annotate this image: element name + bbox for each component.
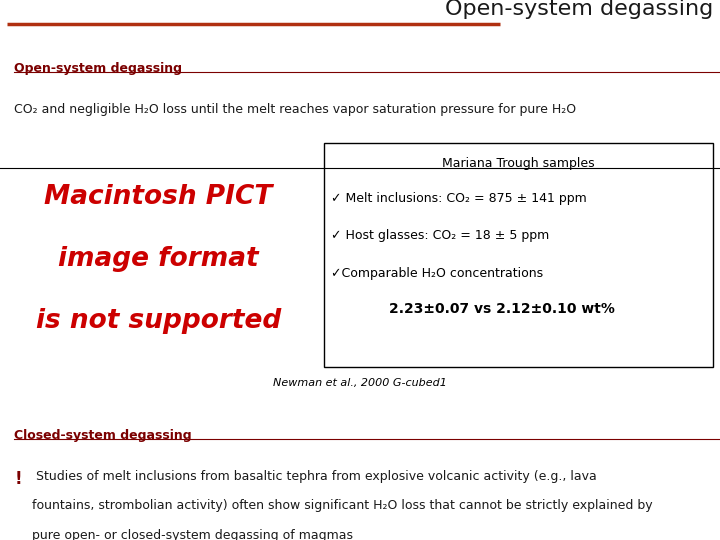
Text: ✓ Host glasses: CO₂ = 18 ± 5 ppm: ✓ Host glasses: CO₂ = 18 ± 5 ppm: [331, 230, 549, 242]
Text: fountains, strombolian activity) often show significant H₂O loss that cannot be : fountains, strombolian activity) often s…: [32, 500, 653, 512]
Text: Open-system degassing: Open-system degassing: [444, 0, 713, 19]
Text: Mariana Trough samples: Mariana Trough samples: [442, 157, 595, 170]
Text: Studies of melt inclusions from basaltic tephra from explosive volcanic activity: Studies of melt inclusions from basaltic…: [32, 470, 597, 483]
Text: Newman et al., 2000 G-cubed1: Newman et al., 2000 G-cubed1: [273, 378, 447, 388]
Text: !: !: [14, 470, 22, 488]
FancyBboxPatch shape: [324, 143, 713, 367]
Text: CO₂ and negligible H₂O loss until the melt reaches vapor saturation pressure for: CO₂ and negligible H₂O loss until the me…: [14, 103, 577, 116]
Text: pure open- or closed-system degassing of magmas: pure open- or closed-system degassing of…: [32, 529, 354, 540]
Text: ✓Comparable H₂O concentrations: ✓Comparable H₂O concentrations: [331, 267, 544, 280]
Text: Open-system degassing: Open-system degassing: [14, 62, 182, 75]
Text: Macintosh PICT: Macintosh PICT: [44, 184, 273, 210]
Text: image format: image format: [58, 246, 258, 272]
Text: is not supported: is not supported: [36, 308, 281, 334]
Text: Closed-system degassing: Closed-system degassing: [14, 429, 192, 442]
Text: 2.23±0.07 vs 2.12±0.10 wt%: 2.23±0.07 vs 2.12±0.10 wt%: [389, 302, 615, 316]
Text: ✓ Melt inclusions: CO₂ = 875 ± 141 ppm: ✓ Melt inclusions: CO₂ = 875 ± 141 ppm: [331, 192, 587, 205]
